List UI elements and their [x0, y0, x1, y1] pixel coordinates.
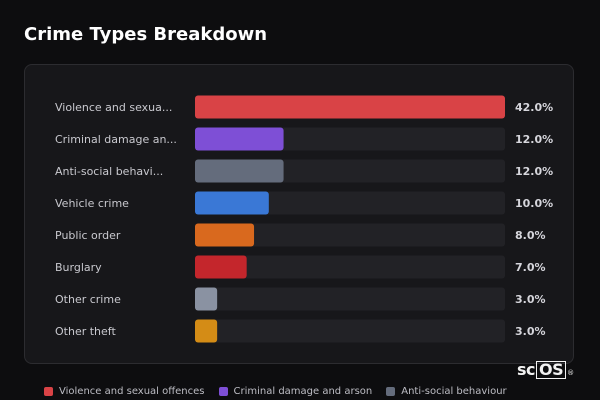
bar[interactable]	[195, 191, 269, 215]
bar-track	[195, 255, 505, 279]
bar[interactable]	[195, 287, 218, 311]
chart-title: Crime Types Breakdown	[24, 24, 268, 45]
chart-panel: Violence and sexua... 42.0% Criminal damag…	[24, 64, 574, 364]
value-label: 8.0%	[515, 229, 546, 242]
category-label: Criminal damage an...	[55, 133, 177, 146]
value-label: 7.0%	[515, 261, 546, 274]
legend-label: Anti-social behaviour	[401, 386, 507, 397]
brand-logo: sc OS ®	[517, 360, 574, 379]
category-label: Anti-social behavi...	[55, 165, 163, 178]
bar-track	[195, 191, 505, 215]
category-label: Other crime	[55, 293, 121, 306]
legend-swatch	[386, 387, 396, 396]
value-label: 3.0%	[515, 293, 546, 306]
value-label: 12.0%	[515, 133, 553, 146]
value-label: 42.0%	[515, 101, 553, 114]
category-label: Other theft	[55, 325, 116, 338]
legend-label: Criminal damage and arson	[233, 386, 373, 397]
bar-chart: Violence and sexua... 42.0% Criminal damag…	[55, 95, 553, 343]
category-label: Burglary	[55, 261, 102, 274]
bar[interactable]	[195, 319, 218, 343]
category-label: Violence and sexua...	[55, 101, 172, 114]
brand-prefix: sc	[517, 360, 536, 379]
bar[interactable]	[195, 223, 255, 247]
chart-legend: Violence and sexual offences Criminal dam…	[44, 386, 507, 397]
legend-swatch	[218, 387, 228, 396]
value-label: 3.0%	[515, 325, 546, 338]
legend-item[interactable]: Anti-social behaviour	[386, 386, 507, 397]
legend-item[interactable]: Violence and sexual offences	[44, 386, 205, 397]
bar-track	[195, 287, 505, 311]
bar[interactable]	[195, 159, 284, 183]
value-label: 10.0%	[515, 197, 553, 210]
legend-item[interactable]: Criminal damage and arson	[218, 386, 373, 397]
brand-boxed: OS	[536, 361, 567, 379]
value-label: 12.0%	[515, 165, 553, 178]
legend-swatch	[44, 387, 53, 396]
bar-track	[195, 319, 505, 343]
bar-track	[195, 223, 505, 247]
bar[interactable]	[195, 255, 247, 279]
category-label: Public order	[55, 229, 121, 242]
category-label: Vehicle crime	[55, 197, 129, 210]
bar[interactable]	[195, 95, 505, 119]
legend-label: Violence and sexual offences	[59, 386, 205, 397]
registered-mark: ®	[567, 369, 574, 377]
bar[interactable]	[195, 127, 284, 151]
